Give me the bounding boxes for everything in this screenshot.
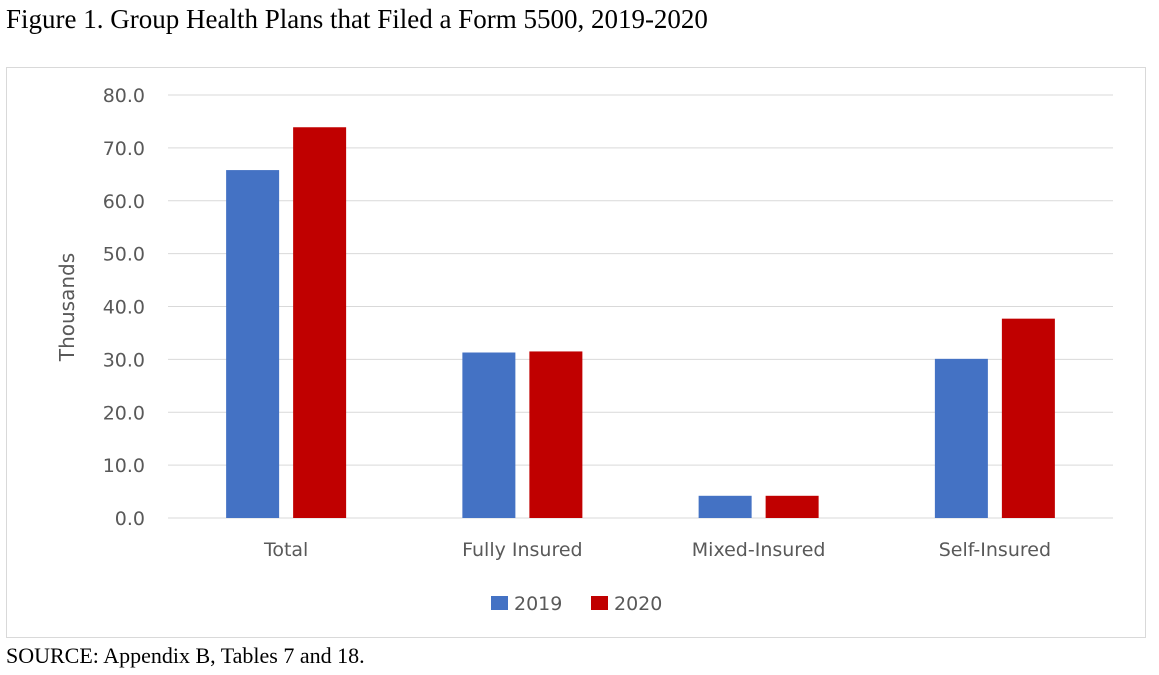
bar-2020-total xyxy=(293,127,347,518)
bar-2020-self-insured xyxy=(1001,318,1055,518)
bar-2019-total xyxy=(226,170,280,518)
bar-2020-fully-insured xyxy=(529,351,583,518)
legend: 2019 2020 xyxy=(491,593,662,615)
y-tick-label: 60.0 xyxy=(103,191,145,213)
y-axis-ticks: 0.0 10.0 20.0 30.0 40.0 50.0 60.0 70.0 80.0 xyxy=(103,85,145,530)
x-axis-categories: Total Fully Insured Mixed-Insured Self-Insu… xyxy=(263,539,1051,561)
figure-title: Figure 1. Group Health Plans that Filed … xyxy=(6,4,708,34)
y-axis-label: Thousands xyxy=(55,253,79,362)
bars xyxy=(226,127,1055,518)
x-category-label: Fully Insured xyxy=(462,539,583,561)
legend-entry-2020: 2020 xyxy=(614,593,662,615)
source-note: SOURCE: Appendix B, Tables 7 and 18. xyxy=(6,643,365,668)
legend-swatch-2020 xyxy=(591,596,608,610)
x-category-label: Mixed-Insured xyxy=(692,539,826,561)
y-tick-label: 10.0 xyxy=(103,455,145,477)
bar-2020-mixed-insured xyxy=(765,495,819,518)
y-tick-label: 50.0 xyxy=(103,244,145,266)
y-tick-label: 70.0 xyxy=(103,138,145,160)
legend-entry-2019: 2019 xyxy=(514,593,562,615)
bar-2019-mixed-insured xyxy=(698,495,752,518)
y-tick-label: 20.0 xyxy=(103,402,145,424)
y-tick-label: 30.0 xyxy=(103,349,145,371)
bar-2019-fully-insured xyxy=(462,352,516,518)
bar-2019-self-insured xyxy=(934,358,988,518)
x-category-label: Self-Insured xyxy=(939,539,1051,561)
y-tick-label: 80.0 xyxy=(103,85,145,107)
y-tick-label: 0.0 xyxy=(115,508,145,530)
legend-swatch-2019 xyxy=(491,596,508,610)
x-category-label: Total xyxy=(263,539,308,561)
y-tick-label: 40.0 xyxy=(103,297,145,319)
